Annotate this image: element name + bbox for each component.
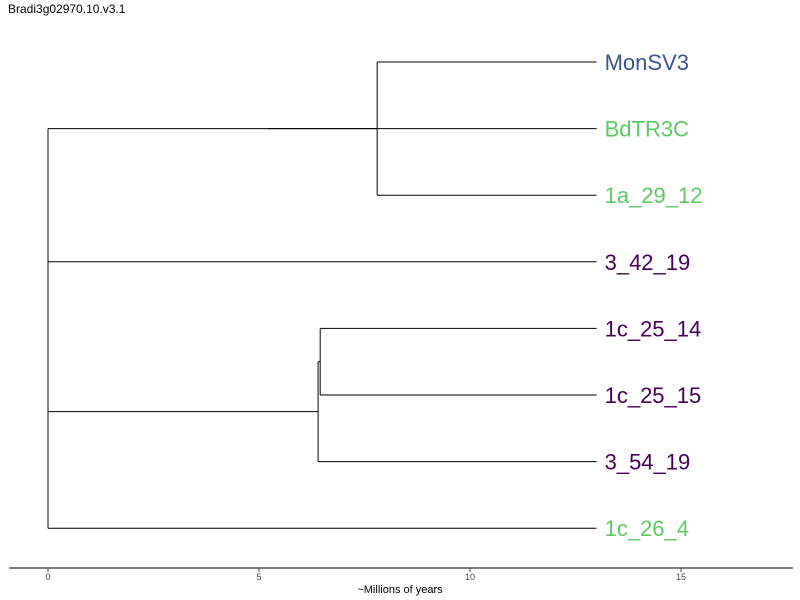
x-tick-label-5: 5 — [256, 572, 261, 582]
x-tick-label-10: 10 — [465, 572, 475, 582]
branches — [47, 61, 597, 529]
leaf-label-BdTR3C: BdTR3C — [605, 117, 689, 142]
leaf-label-MonSV3: MonSV3 — [605, 50, 689, 75]
x-tick-label-15: 15 — [676, 572, 686, 582]
leaf-label-3_42_19: 3_42_19 — [605, 250, 691, 275]
x-axis-label: ~Millions of years — [357, 584, 443, 596]
x-tick-label-0: 0 — [45, 572, 50, 582]
leaf-labels: MonSV3 BdTR3C 1a_29_12 3_42_19 1c_25_14 1c_25… — [605, 50, 703, 541]
leaf-label-1c_25_15: 1c_25_15 — [605, 383, 702, 408]
x-axis-ticks: 0 5 10 15 — [45, 568, 686, 582]
plot-title: Bradi3g02970.10.v3.1 — [8, 2, 126, 16]
leaf-label-1c_25_14: 1c_25_14 — [605, 316, 702, 341]
leaf-label-3_54_19: 3_54_19 — [605, 450, 691, 475]
x-axis: 0 5 10 15 ~Millions of years — [9, 567, 793, 596]
leaf-label-1a_29_12: 1a_29_12 — [605, 183, 703, 208]
leaf-label-1c_26_4: 1c_26_4 — [605, 516, 689, 541]
